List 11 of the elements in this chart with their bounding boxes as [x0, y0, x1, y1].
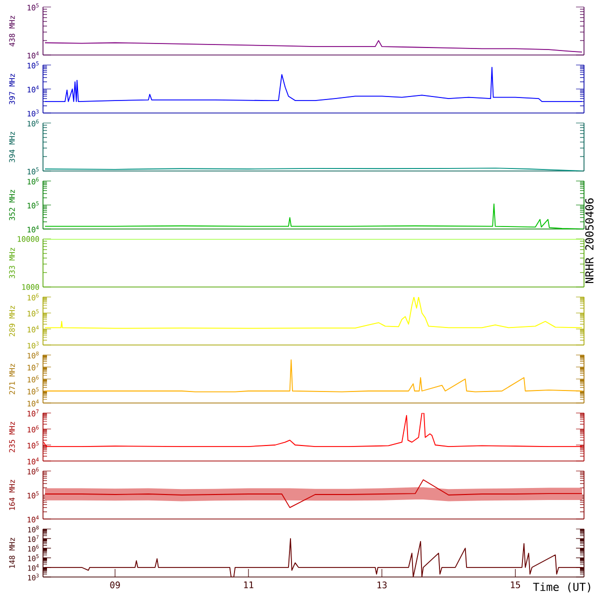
- x-tick-label: 13: [378, 582, 387, 588]
- x-tick-label: 15: [510, 582, 520, 588]
- x-tick-label: 11: [244, 582, 254, 588]
- text: NRHR 20050406: [585, 198, 594, 284]
- line-series: [43, 413, 582, 447]
- line-series: [44, 66, 582, 102]
- line-series: [44, 296, 582, 329]
- line-series: [44, 359, 582, 392]
- x-tick-label: 09: [110, 582, 120, 588]
- line-series: [44, 479, 582, 508]
- x-axis-title: Time (UT): [533, 582, 590, 592]
